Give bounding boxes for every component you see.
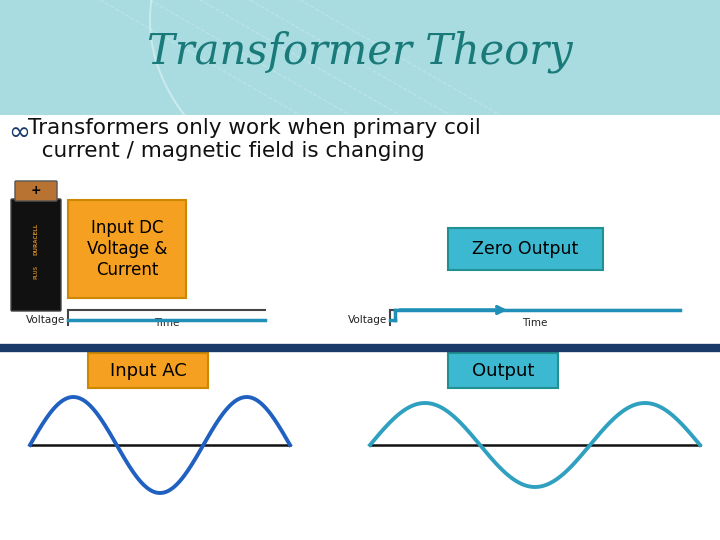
Text: Transformers only work when primary coil
  current / magnetic field is changing: Transformers only work when primary coil… xyxy=(28,118,481,161)
FancyBboxPatch shape xyxy=(15,181,57,201)
Text: Voltage: Voltage xyxy=(26,315,65,325)
FancyBboxPatch shape xyxy=(88,353,208,388)
FancyBboxPatch shape xyxy=(448,228,603,270)
Text: ∞: ∞ xyxy=(8,120,30,146)
Text: +: + xyxy=(31,185,41,198)
Text: Output: Output xyxy=(472,361,534,380)
Text: Time: Time xyxy=(154,318,179,328)
FancyBboxPatch shape xyxy=(0,0,720,115)
Text: Time: Time xyxy=(522,318,548,328)
Text: Zero Output: Zero Output xyxy=(472,240,579,258)
FancyBboxPatch shape xyxy=(448,353,558,388)
Text: Input AC: Input AC xyxy=(109,361,186,380)
FancyBboxPatch shape xyxy=(68,200,186,298)
Text: Input DC
Voltage &
Current: Input DC Voltage & Current xyxy=(87,219,167,279)
FancyBboxPatch shape xyxy=(11,199,61,311)
Text: PLUS: PLUS xyxy=(34,265,38,279)
Text: Transformer Theory: Transformer Theory xyxy=(147,31,573,73)
Text: DURACELL: DURACELL xyxy=(34,222,38,255)
Text: Voltage: Voltage xyxy=(348,315,387,325)
